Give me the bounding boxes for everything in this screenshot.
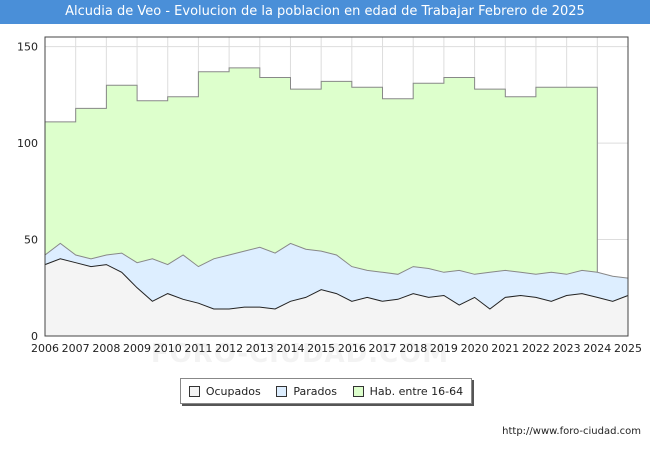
legend-label-hab: Hab. entre 16-64	[369, 384, 464, 398]
x-tick-label: 2025	[614, 342, 642, 355]
x-tick-label: 2013	[246, 342, 274, 355]
x-tick-label: 2018	[399, 342, 427, 355]
series-line-ocupados	[44, 258, 629, 310]
series-line-parados	[44, 242, 629, 279]
series-line-hab	[45, 67, 598, 336]
x-tick-label: 2010	[154, 342, 182, 355]
x-tick-label: 2012	[215, 342, 243, 355]
x-tick-label: 2024	[583, 342, 611, 355]
plot-border	[44, 36, 629, 337]
legend-label-ocupados: Ocupados	[205, 384, 261, 398]
chart-plot: FORO-CIUDAD.COM 0 50 100 150 2006 2007 2008 200…	[17, 36, 642, 369]
legend-item-ocupados: Ocupados	[188, 384, 261, 398]
y-tick-label: 50	[24, 234, 38, 247]
x-tick-label: 2021	[491, 342, 519, 355]
y-tick-label: 0	[31, 330, 38, 343]
x-tick-label: 2014	[276, 342, 304, 355]
x-tick-label: 2020	[461, 342, 489, 355]
x-tick-label: 2015	[307, 342, 335, 355]
x-tick-label: 2009	[123, 342, 151, 355]
legend: Ocupados Parados Hab. entre 16-64	[180, 378, 472, 404]
x-tick-label: 2016	[338, 342, 366, 355]
source-url[interactable]: http://www.foro-ciudad.com	[502, 426, 641, 437]
legend-label-parados: Parados	[293, 384, 337, 398]
axes	[44, 36, 629, 337]
x-tick-label: 2023	[553, 342, 581, 355]
legend-swatch-hab	[352, 385, 364, 397]
watermark: FORO-CIUDAD.COM	[151, 339, 449, 369]
series-areas	[44, 67, 629, 337]
legend-swatch-parados	[276, 385, 288, 397]
y-tick-label: 100	[17, 137, 38, 150]
x-tick-label: 2011	[184, 342, 212, 355]
y-tick-label: 150	[17, 41, 38, 54]
x-tick-label: 2017	[369, 342, 397, 355]
legend-item-hab: Hab. entre 16-64	[352, 384, 464, 398]
series-area-ocupados	[45, 258, 628, 336]
legend-swatch-ocupados	[188, 385, 200, 397]
x-tick-label: 2006	[31, 342, 59, 355]
x-tick-label: 2008	[92, 342, 120, 355]
x-tick-label: 2022	[522, 342, 550, 355]
legend-item-parados: Parados	[276, 385, 337, 398]
x-tick-label: 2007	[62, 342, 90, 355]
chart-title: Alcudia de Veo - Evolucion de la poblaci…	[0, 0, 650, 24]
x-tick-label: 2019	[430, 342, 458, 355]
